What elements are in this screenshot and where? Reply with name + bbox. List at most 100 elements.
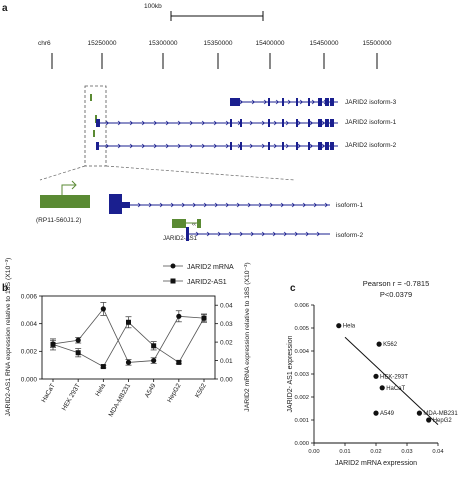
legend: JARID2 mRNA JARID2-AS1: [163, 263, 234, 286]
as1-point: [50, 341, 56, 347]
chromosome-label: chr6: [38, 40, 51, 47]
p-value-annotation: P<0.0379: [380, 290, 412, 299]
isoform-exon: [325, 119, 329, 127]
x-tick-label: HEK 293T: [61, 382, 82, 411]
coord-label: 15300000: [149, 40, 178, 47]
mrna-point: [125, 359, 132, 365]
antisense-mark-1: [90, 94, 92, 101]
coord-label: 15350000: [204, 40, 233, 47]
scale-bar-label: 100kb: [144, 3, 162, 10]
mrna-point: [100, 306, 106, 312]
jarid2-as1-exon-1: [172, 219, 186, 228]
strand-mark: [297, 143, 302, 149]
isoform-exon: [318, 142, 322, 150]
left-tick-label: 0.004: [21, 321, 38, 328]
strand-mark: [105, 120, 110, 126]
as1-point: [151, 343, 157, 349]
panel-c-label: c: [290, 283, 296, 294]
point-label: A549: [380, 411, 395, 417]
x-tick-label: 0.02: [370, 449, 381, 455]
isoform-exon: [230, 142, 232, 150]
isoform-2-exon-1: [186, 227, 189, 241]
isoform-1-exon-1b: [122, 202, 130, 208]
point-label: HaCaT: [386, 386, 405, 392]
x-tick-label: 0.04: [432, 449, 444, 455]
legend-label-mrna: JARID2 mRNA: [187, 264, 234, 271]
strand-mark: [213, 120, 218, 126]
point-label: HepG2: [433, 418, 453, 424]
isoform-exon: [308, 142, 310, 150]
panel-a: 100kb chr6 15250000 15300000 15350000 15400…: [36, 3, 397, 242]
legend-marker-as1: [170, 278, 176, 284]
strand-mark: [309, 143, 314, 149]
strand-mark: [305, 231, 310, 237]
strand-mark: [283, 231, 288, 237]
strand-mark: [261, 120, 266, 126]
isoform-exon: [325, 142, 329, 150]
strand-mark: [225, 120, 230, 126]
isoform-tracks: [96, 98, 338, 150]
strand-mark: [285, 120, 290, 126]
strand-mark: [141, 143, 146, 149]
data-marks: [50, 302, 207, 370]
y-tick-label: 0.004: [294, 349, 309, 355]
isoform-exon: [308, 98, 310, 106]
mrna-point: [75, 337, 81, 343]
strand-mark: [261, 231, 266, 237]
panel-a-label: a: [2, 3, 8, 14]
isoform-2-label: JARID2 isoform-2: [345, 142, 397, 149]
panel-b-line-chart: JARID2 mRNA JARID2-AS1 0.0000.0020.0040.…: [5, 258, 251, 419]
strand-mark: [316, 231, 321, 237]
point-label: Hela: [343, 324, 356, 330]
scatter-point: [379, 385, 385, 391]
x-tick-label: 0.00: [308, 449, 319, 455]
coord-label: 15250000: [88, 40, 117, 47]
y-tick-label: 0.001: [294, 418, 309, 424]
antisense-mark-3: [93, 130, 95, 137]
strand-mark: [239, 231, 244, 237]
strand-mark: [273, 120, 278, 126]
strand-mark: [294, 231, 299, 237]
x-tick-label: MDA-MB231: [108, 382, 133, 418]
scatter-point: [416, 410, 422, 416]
strand-mark: [153, 143, 158, 149]
strand-mark: [272, 231, 277, 237]
point-label: K562: [383, 342, 398, 348]
isoform-exon: [96, 119, 100, 127]
scatter-point: [426, 417, 432, 423]
isoform-exon: [268, 98, 270, 106]
rp11-tss-arrow: [61, 184, 75, 195]
isoform-3-label: JARID2 isoform-3: [345, 99, 397, 106]
left-axis-label: JARID2-AS1 RNA expression relative to 18…: [5, 258, 12, 417]
strand-mark: [195, 231, 200, 237]
rp11-gene-block: [40, 195, 90, 208]
x-tick-label: 0.03: [401, 449, 412, 455]
strand-mark: [141, 120, 146, 126]
strand-mark: [285, 143, 290, 149]
strand-mark: [313, 202, 318, 208]
strand-mark: [275, 99, 280, 105]
jarid2-as1-strand-mark: ‹‹: [192, 222, 196, 228]
panel-c-scatter: Pearson r = -0.7815 P<0.0379 0.00 0.01 0.0…: [287, 279, 458, 467]
strand-mark: [170, 202, 175, 208]
strand-mark: [206, 231, 211, 237]
scatter-point: [373, 410, 379, 416]
right-tick-label: 0.02: [220, 339, 233, 346]
as1-point: [176, 359, 182, 365]
isoform-exon: [282, 98, 284, 106]
strand-mark: [236, 202, 241, 208]
x-tick-label: 0.01: [339, 449, 350, 455]
point-label: MDA-MB231: [423, 411, 458, 417]
zoom-isoform-2-label: isoform-2: [336, 232, 363, 239]
isoform-exon: [268, 119, 270, 127]
as1-point: [100, 364, 106, 370]
right-tick-label: 0.03: [220, 321, 233, 328]
right-axis-label: JARID2 mRNA expression relative to 18S (…: [244, 262, 251, 411]
isoform-exon: [318, 98, 322, 106]
isoform-exon: [308, 119, 310, 127]
strand-mark: [189, 120, 194, 126]
strand-mark: [302, 202, 307, 208]
isoform-1-label: JARID2 isoform-1: [345, 119, 397, 126]
